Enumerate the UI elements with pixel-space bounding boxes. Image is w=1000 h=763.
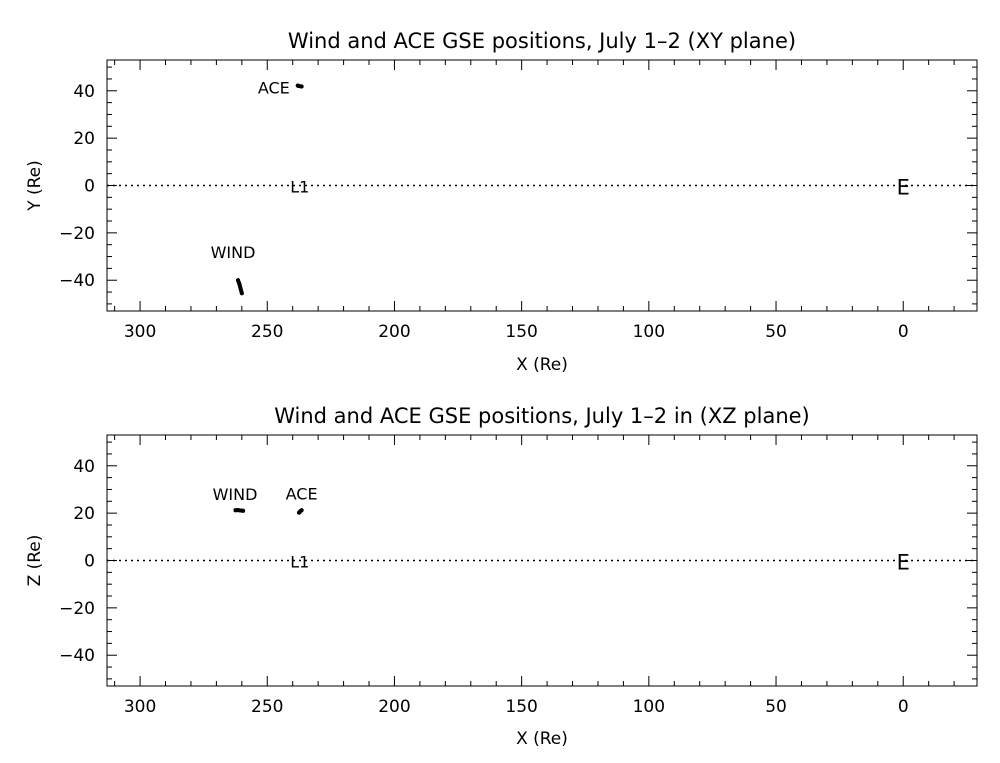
data-point-wind: [241, 508, 246, 513]
x-tick-label: 150: [505, 322, 537, 342]
x-tick-label: 250: [251, 697, 283, 717]
panel-1: Wind and ACE GSE positions, July 1–2 (XY…: [25, 29, 978, 375]
x-tick-label: 300: [124, 697, 156, 717]
y-axis-label: Z (Re): [25, 535, 45, 587]
x-tick-label: 50: [765, 697, 787, 717]
x-tick-label: 0: [898, 322, 909, 342]
chart-title: Wind and ACE GSE positions, July 1–2 (XY…: [288, 29, 796, 53]
x-tick-label: 100: [633, 322, 665, 342]
y-axis-label: Y (Re): [25, 160, 45, 212]
marker-label-l1: L1: [290, 178, 309, 197]
x-tick-label: 200: [378, 322, 410, 342]
series-label-ace: ACE: [258, 79, 290, 98]
y-tick-label: −20: [59, 599, 95, 619]
data-point-wind: [239, 291, 244, 296]
x-tick-label: 50: [765, 322, 787, 342]
x-tick-label: 0: [898, 697, 909, 717]
x-tick-label: 200: [378, 697, 410, 717]
x-tick-label: 250: [251, 322, 283, 342]
marker-label-l1: L1: [290, 553, 309, 572]
series-label-ace: ACE: [286, 484, 318, 503]
x-tick-label: 100: [633, 697, 665, 717]
marker-label-e: E: [897, 176, 910, 200]
y-tick-label: 0: [84, 552, 95, 572]
x-tick-label: 150: [505, 697, 537, 717]
y-tick-label: 40: [73, 82, 95, 102]
x-axis-label: X (Re): [516, 355, 568, 375]
y-tick-label: −40: [59, 271, 95, 291]
marker-label-e: E: [897, 551, 910, 575]
data-point-ace: [299, 508, 304, 513]
y-tick-label: 20: [73, 129, 95, 149]
y-tick-label: −20: [59, 224, 95, 244]
x-tick-label: 300: [124, 322, 156, 342]
y-tick-label: 20: [73, 504, 95, 524]
data-point-ace: [295, 83, 300, 88]
series-label-wind: WIND: [213, 485, 258, 504]
panel-2: Wind and ACE GSE positions, July 1–2 in …: [25, 404, 978, 749]
data-point-wind: [237, 281, 242, 286]
series-label-wind: WIND: [211, 243, 256, 262]
data-point-wind: [236, 278, 241, 283]
chart-title: Wind and ACE GSE positions, July 1–2 in …: [274, 404, 810, 428]
y-tick-label: 40: [73, 457, 95, 477]
y-tick-label: −40: [59, 646, 95, 666]
x-axis-label: X (Re): [516, 729, 568, 749]
data-point-wind: [238, 286, 243, 291]
y-tick-label: 0: [84, 177, 95, 197]
